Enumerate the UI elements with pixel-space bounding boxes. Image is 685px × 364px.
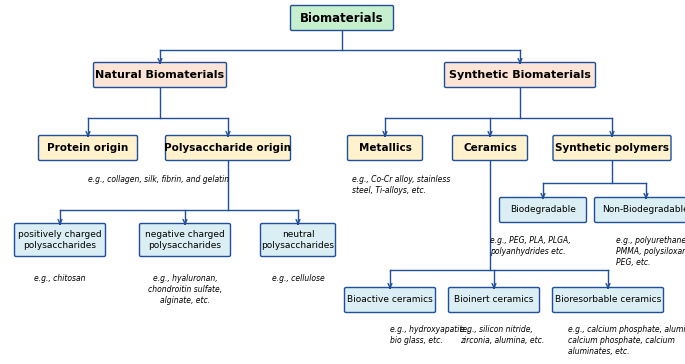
Text: e.g., silicon nitride,
zirconia, alumina, etc.: e.g., silicon nitride, zirconia, alumina… [460, 325, 545, 345]
Text: neutral
polysaccharides: neutral polysaccharides [262, 230, 334, 250]
Text: e.g., polyurethanes,
PMMA, polysiloxanes,
PEG, etc.: e.g., polyurethanes, PMMA, polysiloxanes… [616, 236, 685, 267]
FancyBboxPatch shape [290, 5, 393, 31]
Text: Bioresorbable ceramics: Bioresorbable ceramics [555, 296, 661, 305]
Text: e.g., cellulose: e.g., cellulose [272, 274, 325, 283]
FancyBboxPatch shape [345, 288, 436, 313]
FancyBboxPatch shape [553, 135, 671, 161]
Text: e.g., Co-Cr alloy, stainless
steel, Ti-alloys, etc.: e.g., Co-Cr alloy, stainless steel, Ti-a… [352, 175, 450, 195]
Text: Synthetic polymers: Synthetic polymers [555, 143, 669, 153]
Text: Bioactive ceramics: Bioactive ceramics [347, 296, 433, 305]
Text: e.g., hydroxyapatite,
bio glass, etc.: e.g., hydroxyapatite, bio glass, etc. [390, 325, 469, 345]
Text: e.g., hyaluronan,
chondroitin sulfate,
alginate, etc.: e.g., hyaluronan, chondroitin sulfate, a… [148, 274, 222, 305]
FancyBboxPatch shape [453, 135, 527, 161]
Text: Bioinert ceramics: Bioinert ceramics [454, 296, 534, 305]
Text: Non-Biodegradable: Non-Biodegradable [603, 206, 685, 214]
Text: Biomaterials: Biomaterials [300, 12, 384, 24]
Text: positively charged
polysaccharides: positively charged polysaccharides [18, 230, 102, 250]
FancyBboxPatch shape [553, 288, 664, 313]
FancyBboxPatch shape [14, 223, 105, 257]
Text: e.g., collagen, silk, fibrin, and gelatin: e.g., collagen, silk, fibrin, and gelati… [88, 175, 229, 184]
FancyBboxPatch shape [38, 135, 138, 161]
Text: Protein origin: Protein origin [47, 143, 129, 153]
FancyBboxPatch shape [499, 198, 586, 222]
Text: Polysaccharide origin: Polysaccharide origin [164, 143, 292, 153]
FancyBboxPatch shape [140, 223, 230, 257]
Text: Biodegradable: Biodegradable [510, 206, 576, 214]
Text: negative charged
polysaccharides: negative charged polysaccharides [145, 230, 225, 250]
Text: e.g., calcium phosphate, aluminum
calcium phosphate, calcium
aluminates, etc.: e.g., calcium phosphate, aluminum calciu… [568, 325, 685, 356]
FancyBboxPatch shape [93, 63, 227, 87]
Text: Ceramics: Ceramics [463, 143, 517, 153]
FancyBboxPatch shape [347, 135, 423, 161]
FancyBboxPatch shape [445, 63, 595, 87]
FancyBboxPatch shape [166, 135, 290, 161]
Text: Synthetic Biomaterials: Synthetic Biomaterials [449, 70, 591, 80]
FancyBboxPatch shape [260, 223, 336, 257]
FancyBboxPatch shape [449, 288, 540, 313]
Text: e.g., PEG, PLA, PLGA,
polyanhydrides etc.: e.g., PEG, PLA, PLGA, polyanhydrides etc… [490, 236, 571, 256]
FancyBboxPatch shape [595, 198, 685, 222]
Text: Natural Biomaterials: Natural Biomaterials [95, 70, 225, 80]
Text: e.g., chitosan: e.g., chitosan [34, 274, 86, 283]
Text: Metallics: Metallics [358, 143, 412, 153]
